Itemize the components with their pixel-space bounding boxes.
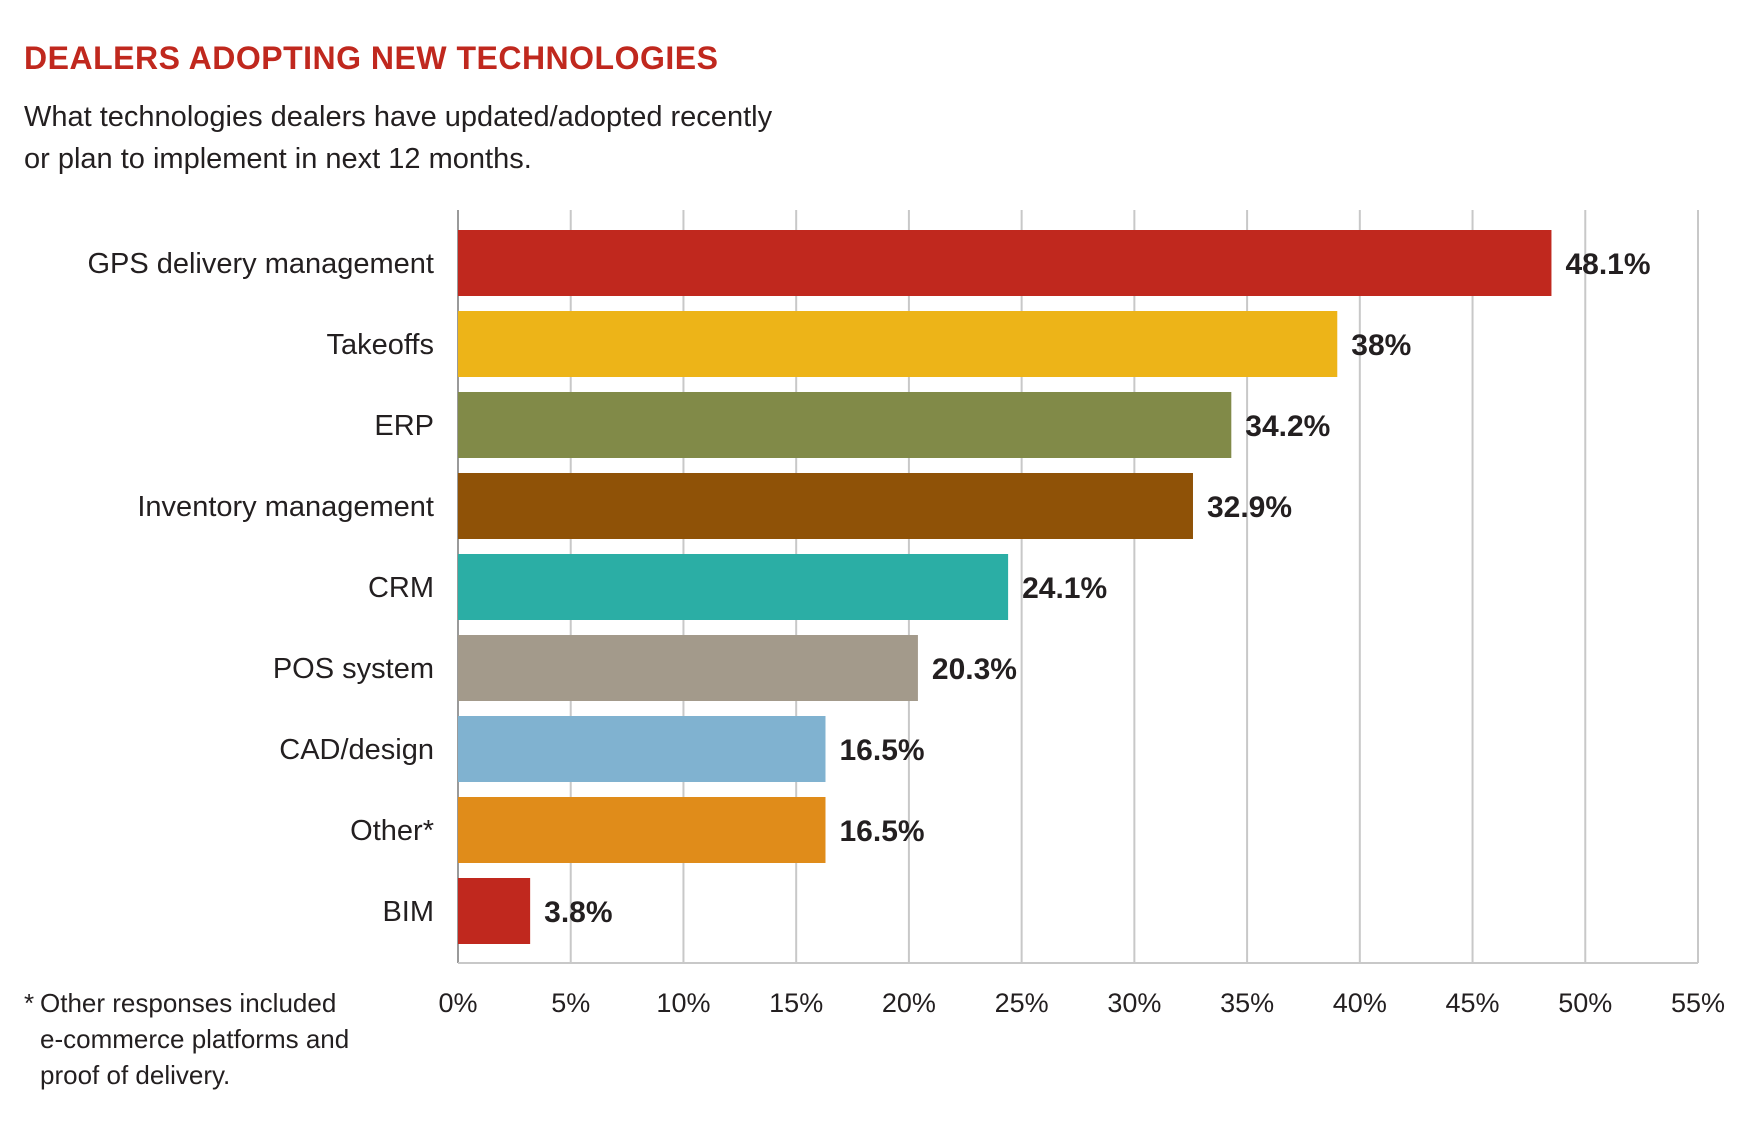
x-tick-label: 15% (769, 988, 823, 1018)
category-label: GPS delivery management (87, 248, 434, 280)
chart-subtitle: What technologies dealers have updated/a… (24, 96, 904, 180)
bar-cad-design (458, 716, 826, 782)
footnote-marker: * (24, 988, 35, 1018)
category-label: CAD/design (279, 734, 434, 766)
x-tick-label: 45% (1446, 988, 1500, 1018)
subtitle-line-2: or plan to implement in next 12 months. (24, 143, 532, 175)
subtitle-line-1: What technologies dealers have updated/a… (24, 101, 773, 133)
category-label: POS system (273, 653, 434, 685)
footnote-line-2: e-commerce platforms and (40, 1024, 350, 1054)
category-label: BIM (382, 896, 434, 928)
bar-gps-delivery-management (458, 230, 1552, 296)
value-label: 48.1% (1565, 248, 1650, 281)
value-label: 38% (1351, 329, 1411, 362)
x-tick-label: 35% (1220, 988, 1274, 1018)
value-label: 32.9% (1207, 491, 1292, 524)
bar-erp (458, 392, 1232, 458)
category-label: ERP (374, 410, 434, 442)
chart-title: DEALERS ADOPTING NEW TECHNOLOGIES (24, 40, 719, 76)
category-label: Takeoffs (327, 329, 434, 361)
x-tick-label: 20% (882, 988, 936, 1018)
x-tick-label: 5% (551, 988, 590, 1018)
bars (458, 230, 1552, 944)
footnote: * Other responses included e-commerce pl… (24, 985, 440, 1093)
x-tick-label: 10% (656, 988, 710, 1018)
bar-inventory-management (458, 473, 1193, 539)
x-tick-label: 55% (1671, 988, 1725, 1018)
x-tick-label: 25% (995, 988, 1049, 1018)
category-label: Other* (350, 815, 434, 847)
value-labels: 48.1% 38% 34.2% 32.9% 24.1% 20.3% 16.5% 16.5% 3.… (544, 248, 1650, 929)
value-label: 16.5% (839, 815, 924, 848)
bar-pos-system (458, 635, 918, 701)
bar-other (458, 797, 826, 863)
x-tick-label: 50% (1558, 988, 1612, 1018)
bar-crm (458, 554, 1009, 620)
footnote-line-1: Other responses included (40, 988, 337, 1018)
value-label: 20.3% (932, 653, 1017, 686)
category-labels: GPS delivery management Takeoffs ERP Invent… (87, 248, 434, 928)
category-label: CRM (368, 572, 434, 604)
footnote-line-3: proof of delivery. (40, 1060, 231, 1090)
x-axis-tick-labels: 0% 5% 10% 15% 20% 25% 30% 35% 40% 45% 50% 55% (438, 988, 1725, 1018)
bar-takeoffs (458, 311, 1338, 377)
value-label: 34.2% (1245, 410, 1330, 443)
value-label: 16.5% (839, 734, 924, 767)
x-tick-label: 30% (1107, 988, 1161, 1018)
x-tick-label: 40% (1333, 988, 1387, 1018)
category-label: Inventory management (137, 491, 434, 523)
x-tick-label: 0% (438, 988, 477, 1018)
value-label: 24.1% (1022, 572, 1107, 605)
bar-bim (458, 878, 531, 944)
value-label: 3.8% (544, 896, 612, 929)
